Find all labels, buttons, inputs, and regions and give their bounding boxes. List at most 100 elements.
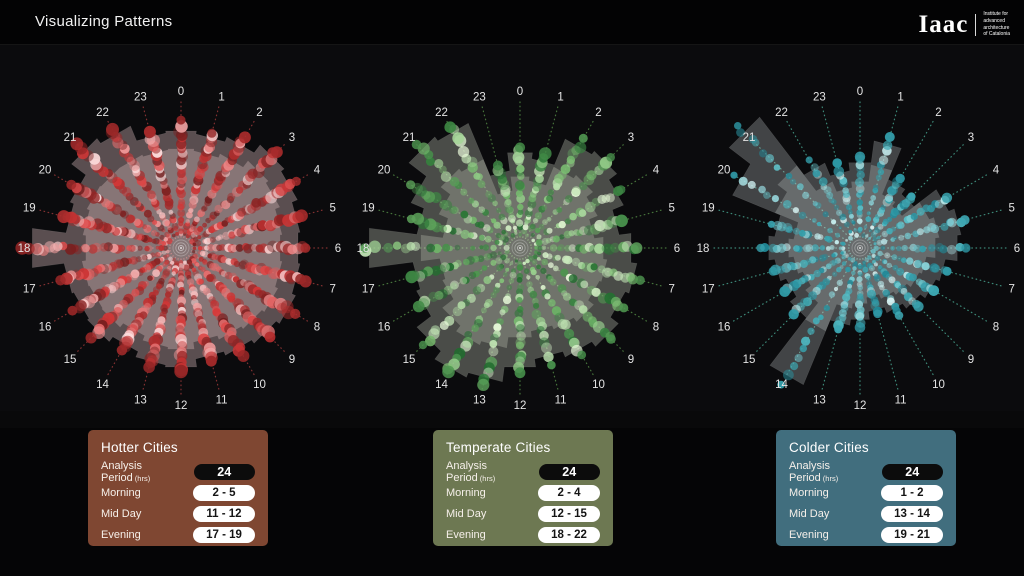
svg-text:22: 22 xyxy=(775,107,788,119)
svg-text:7: 7 xyxy=(668,284,674,296)
row-label: Morning xyxy=(101,487,141,499)
svg-text:5: 5 xyxy=(668,202,674,214)
svg-text:19: 19 xyxy=(702,202,715,214)
row-label: Mid Day xyxy=(101,508,142,520)
svg-text:17: 17 xyxy=(362,284,375,296)
svg-text:17: 17 xyxy=(702,284,715,296)
evening-row: Evening 18 - 22 xyxy=(446,527,600,543)
svg-text:1: 1 xyxy=(557,91,563,103)
dots-group xyxy=(730,122,971,389)
mid-day-row: Mid Day 11 - 12 xyxy=(101,506,255,522)
svg-text:13: 13 xyxy=(134,395,147,407)
rose-outer xyxy=(369,122,638,383)
svg-text:3: 3 xyxy=(968,132,974,144)
row-label: Morning xyxy=(789,487,829,499)
svg-text:23: 23 xyxy=(813,91,826,103)
svg-text:1: 1 xyxy=(218,91,224,103)
svg-text:0: 0 xyxy=(178,86,184,98)
svg-text:2: 2 xyxy=(256,107,262,119)
svg-text:19: 19 xyxy=(362,202,375,214)
svg-text:13: 13 xyxy=(473,395,486,407)
mid-day-value: 11 - 12 xyxy=(193,506,255,522)
row-label: Evening xyxy=(789,529,829,541)
svg-text:22: 22 xyxy=(435,107,448,119)
svg-text:19: 19 xyxy=(23,202,36,214)
svg-text:1: 1 xyxy=(897,91,903,103)
row-label: Evening xyxy=(101,529,141,541)
svg-text:11: 11 xyxy=(555,395,567,407)
analysis-period-row: Analysis Period (hrs) 24 xyxy=(789,460,943,484)
svg-text:22: 22 xyxy=(96,107,109,119)
svg-text:13: 13 xyxy=(813,395,826,407)
svg-text:10: 10 xyxy=(592,379,605,391)
row-label: Analysis Period (hrs) xyxy=(101,460,151,484)
row-label: Mid Day xyxy=(446,508,487,520)
iaac-logo: Iaac Institute for advanced architecture… xyxy=(918,11,1010,38)
evening-value: 19 - 21 xyxy=(881,527,943,543)
row-label: Morning xyxy=(446,487,486,499)
card-hotter-cities: Hotter Cities Analysis Period (hrs) 24 Mo… xyxy=(88,430,268,546)
svg-text:0: 0 xyxy=(857,86,863,98)
svg-text:9: 9 xyxy=(968,354,974,366)
svg-text:0: 0 xyxy=(517,86,523,98)
morning-value: 2 - 5 xyxy=(193,485,255,501)
analysis-period-value: 24 xyxy=(881,464,943,480)
dots-group xyxy=(359,121,645,391)
analysis-period-row: Analysis Period (hrs) 24 xyxy=(101,460,255,484)
svg-text:6: 6 xyxy=(335,243,341,255)
svg-text:20: 20 xyxy=(718,165,731,177)
analysis-period-value: 24 xyxy=(193,464,255,480)
svg-text:14: 14 xyxy=(96,379,109,391)
mid-day-row: Mid Day 12 - 15 xyxy=(446,506,600,522)
svg-text:8: 8 xyxy=(993,322,999,334)
svg-text:18: 18 xyxy=(357,243,370,255)
svg-text:15: 15 xyxy=(403,354,416,366)
card-temperate-cities: Temperate Cities Analysis Period (hrs) 24… xyxy=(433,430,613,546)
svg-text:3: 3 xyxy=(289,132,295,144)
svg-text:14: 14 xyxy=(435,379,448,391)
iaac-wordmark: Iaac xyxy=(918,11,969,38)
svg-text:7: 7 xyxy=(1008,284,1014,296)
mid-day-value: 13 - 14 xyxy=(881,506,943,522)
svg-text:21: 21 xyxy=(743,132,756,144)
row-label-suffix: (hrs) xyxy=(479,474,496,483)
evening-value: 17 - 19 xyxy=(193,527,255,543)
svg-text:8: 8 xyxy=(653,322,659,334)
page-title: Visualizing Patterns xyxy=(35,13,173,30)
svg-text:4: 4 xyxy=(314,165,321,177)
morning-row: Morning 1 - 2 xyxy=(789,485,943,501)
row-label: Analysis Period (hrs) xyxy=(446,460,496,484)
svg-text:15: 15 xyxy=(64,354,77,366)
mid-day-value: 12 - 15 xyxy=(538,506,600,522)
morning-value: 1 - 2 xyxy=(881,485,943,501)
svg-text:5: 5 xyxy=(1008,202,1014,214)
svg-text:6: 6 xyxy=(1014,243,1020,255)
morning-row: Morning 2 - 5 xyxy=(101,485,255,501)
rose-inner xyxy=(420,159,608,349)
card-title: Colder Cities xyxy=(789,440,869,455)
divider-band xyxy=(0,411,1024,428)
polar-chart-hotter-cities: 0 1 2 3 4 5 6 7 8 9 10 11 12 13 14 15 16 17 18 19 20 21 22 23 xyxy=(0,58,371,438)
svg-text:20: 20 xyxy=(378,165,391,177)
svg-text:16: 16 xyxy=(378,322,391,334)
logo-tagline: Institute for advanced architecture of C… xyxy=(983,11,1010,38)
svg-text:16: 16 xyxy=(39,322,52,334)
center-rings xyxy=(511,239,529,257)
center-rings xyxy=(851,239,869,257)
svg-text:16: 16 xyxy=(718,322,731,334)
evening-value: 18 - 22 xyxy=(538,527,600,543)
svg-text:21: 21 xyxy=(403,132,416,144)
morning-value: 2 - 4 xyxy=(538,485,600,501)
row-label: Mid Day xyxy=(789,508,830,520)
svg-text:12: 12 xyxy=(175,400,188,412)
row-label-suffix: (hrs) xyxy=(822,474,839,483)
svg-text:2: 2 xyxy=(935,107,941,119)
card-title: Temperate Cities xyxy=(446,440,551,455)
svg-text:2: 2 xyxy=(595,107,601,119)
